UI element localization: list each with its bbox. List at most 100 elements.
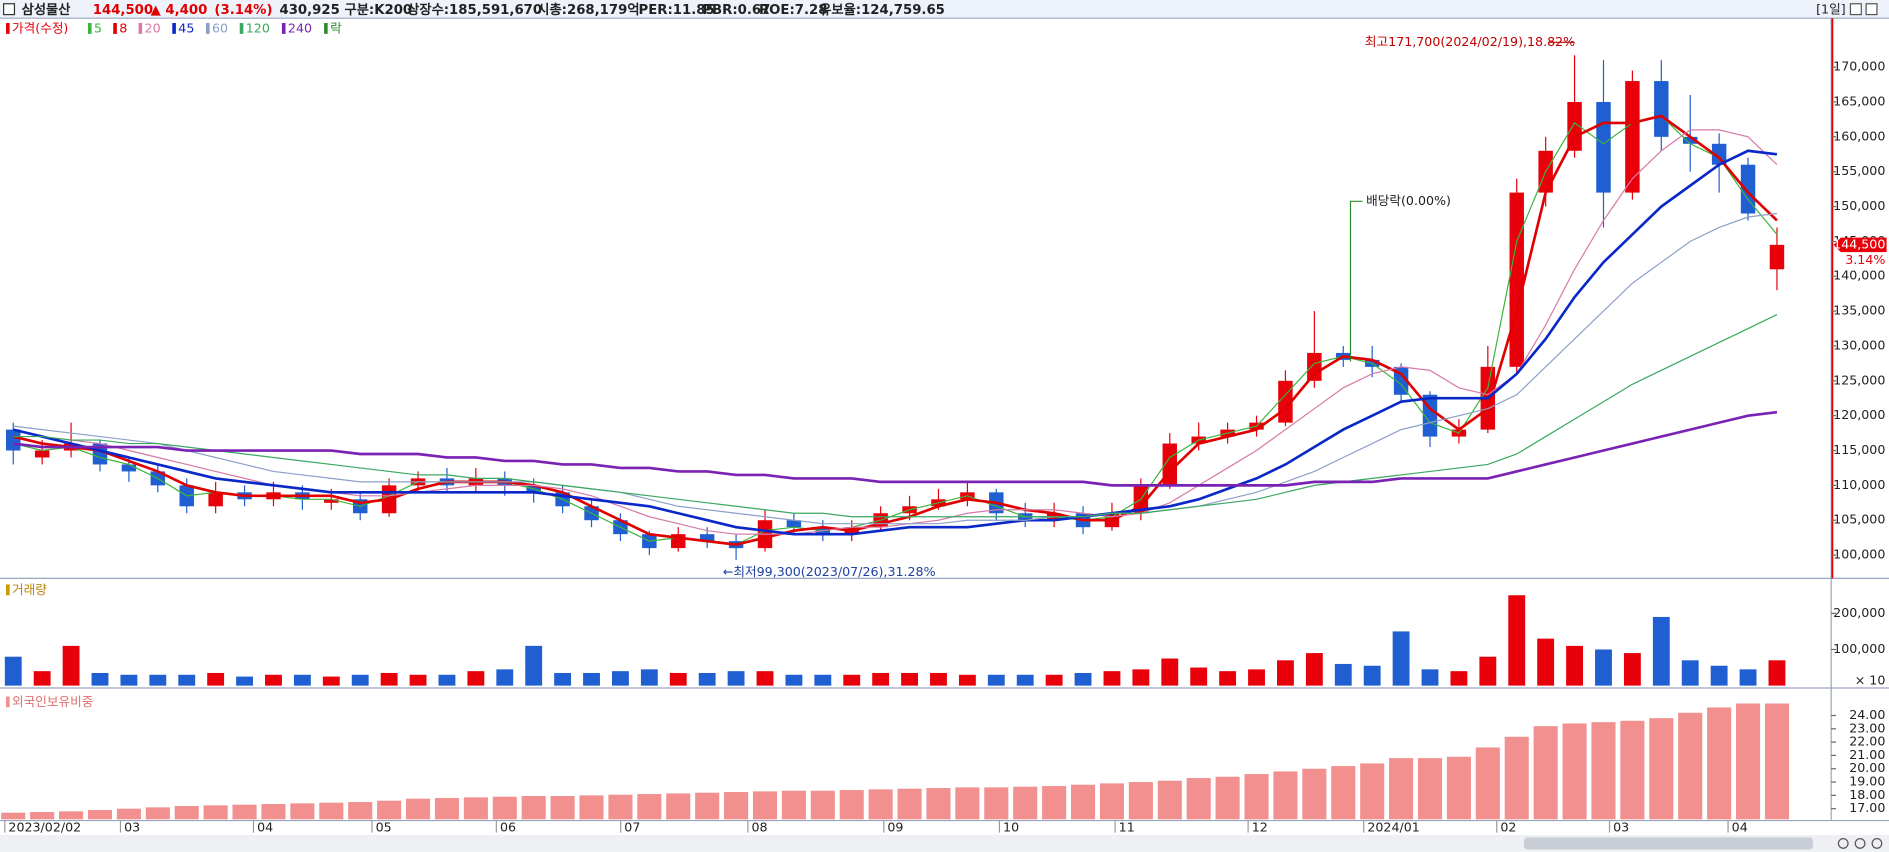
legend-swatch <box>239 23 244 34</box>
bar <box>756 671 774 686</box>
bar <box>1103 671 1121 686</box>
bar <box>727 671 745 686</box>
bar <box>1620 720 1645 820</box>
x-tick-label: 03 <box>124 819 140 834</box>
bar <box>1331 766 1356 820</box>
y-tick-label: 24.00 <box>1849 707 1885 722</box>
bar <box>1392 631 1410 686</box>
y-tick-label: 155,000 <box>1833 163 1885 178</box>
bar <box>1533 726 1558 820</box>
dividend-annotation: 배당락(0.00%) <box>1366 193 1451 208</box>
bar <box>1277 660 1294 686</box>
candle-body <box>1596 101 1611 193</box>
reserve: 유보율:124,759.65 <box>819 1 945 18</box>
bar <box>145 807 170 820</box>
bar <box>724 792 749 820</box>
bar <box>901 672 918 686</box>
price-badge-label: 144,500 <box>1833 236 1885 251</box>
legend-swatch <box>172 23 176 34</box>
bar <box>1623 653 1641 686</box>
legend-label: 240 <box>288 21 312 36</box>
legend-label: 가격(수정) <box>12 21 68 36</box>
bar <box>120 674 138 686</box>
bar <box>521 796 546 820</box>
bar <box>1595 649 1612 686</box>
bar <box>897 788 922 820</box>
candle-body <box>1567 101 1582 151</box>
low-annotation: ←최저99,300(2023/07/26),31.28% <box>723 564 936 579</box>
unit-label: × 10 <box>1855 672 1886 687</box>
y-tick-label: 21.00 <box>1849 747 1885 762</box>
y-tick-label: 100,000 <box>1833 641 1885 656</box>
scrollbar <box>0 835 1889 852</box>
bar <box>1707 707 1732 820</box>
bar <box>579 795 604 820</box>
bar <box>1450 671 1468 686</box>
x-tick-label: 10 <box>1003 819 1019 834</box>
roe: ROE:7.28 <box>759 3 828 18</box>
legend-swatch <box>281 23 286 34</box>
bar <box>1215 776 1240 820</box>
x-tick-label: 03 <box>1613 819 1629 834</box>
zoom-out[interactable] <box>1837 838 1849 849</box>
bar <box>1219 671 1237 686</box>
bar <box>810 790 835 820</box>
y-tick-label: 150,000 <box>1833 198 1885 213</box>
y-tick-label: 130,000 <box>1833 337 1885 352</box>
per: PER:11.85 <box>639 3 715 18</box>
bar <box>4 656 22 686</box>
minimize-button[interactable] <box>1849 3 1862 16</box>
bar <box>1537 638 1555 686</box>
bar <box>351 674 369 686</box>
candle-body <box>121 464 137 472</box>
change: ▲ 4,400 <box>151 3 208 18</box>
moving-average-line <box>13 410 1778 487</box>
bar <box>59 811 84 820</box>
legend-label: 120 <box>246 21 270 36</box>
bar <box>1652 616 1670 686</box>
stock-name: 삼성물산 <box>22 1 71 18</box>
bar <box>265 674 282 686</box>
bar <box>1128 782 1153 820</box>
close-button[interactable] <box>1865 3 1878 16</box>
x-tick-label: 04 <box>257 819 273 834</box>
bar <box>1764 703 1790 820</box>
bar <box>1681 660 1699 686</box>
bar <box>1475 747 1500 820</box>
bar <box>87 810 113 820</box>
bar <box>640 669 658 686</box>
bar <box>843 674 861 686</box>
bar <box>496 669 514 686</box>
bar <box>637 794 662 820</box>
x-tick-label: 07 <box>624 819 640 834</box>
panel-title: 거래량 <box>12 582 47 597</box>
bar <box>1070 784 1096 820</box>
legend-label: 5 <box>94 21 102 36</box>
y-tick-label: 165,000 <box>1833 93 1885 108</box>
scroll-thumb[interactable] <box>1523 837 1814 850</box>
candle-body <box>324 499 339 503</box>
y-tick-label: 22.00 <box>1849 734 1885 749</box>
zoom-in[interactable] <box>1854 838 1866 849</box>
y-tick-label: 105,000 <box>1833 512 1885 527</box>
period[interactable]: [1일] <box>1816 1 1846 16</box>
legend-label: 8 <box>119 21 127 36</box>
y-tick-label: 17.00 <box>1849 800 1885 815</box>
y-tick-label: 20.00 <box>1849 760 1885 775</box>
y-tick-label: 135,000 <box>1833 303 1885 318</box>
bar <box>814 674 832 686</box>
bar <box>33 671 51 686</box>
candle-body <box>1307 352 1322 381</box>
checkbox[interactable] <box>3 3 16 16</box>
bar <box>467 671 485 686</box>
bar <box>1710 665 1728 686</box>
bar <box>1417 758 1443 820</box>
zoom-reset[interactable] <box>1871 838 1883 849</box>
y-tick-label: 120,000 <box>1833 407 1885 422</box>
bar <box>1508 595 1526 686</box>
candle-body <box>1509 192 1524 367</box>
bar <box>1479 656 1497 686</box>
bar <box>1186 778 1211 820</box>
bar <box>1302 768 1327 820</box>
candle-body <box>1682 136 1698 144</box>
